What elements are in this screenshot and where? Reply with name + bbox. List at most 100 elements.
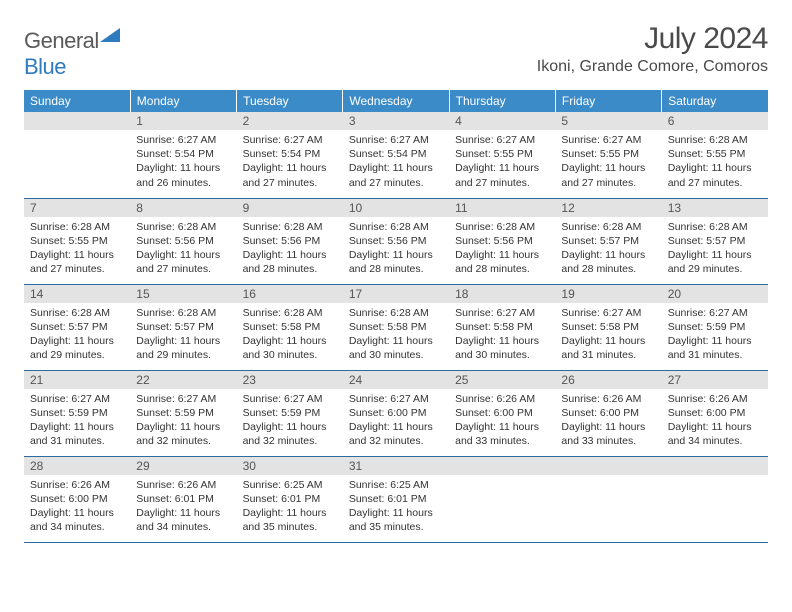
day-info-line: Daylight: 11 hours and 30 minutes. <box>243 334 337 362</box>
day-info-line: Daylight: 11 hours and 27 minutes. <box>136 248 230 276</box>
day-number: 12 <box>555 199 661 217</box>
day-info-line: Sunrise: 6:27 AM <box>243 133 337 147</box>
day-number: 3 <box>343 112 449 130</box>
calendar-day-cell: 13Sunrise: 6:28 AMSunset: 5:57 PMDayligh… <box>662 198 768 284</box>
day-info-line: Daylight: 11 hours and 27 minutes. <box>349 161 443 189</box>
day-info-line: Sunset: 6:00 PM <box>668 406 762 420</box>
calendar-day-cell: 20Sunrise: 6:27 AMSunset: 5:59 PMDayligh… <box>662 284 768 370</box>
day-info-line: Sunrise: 6:28 AM <box>561 220 655 234</box>
calendar-day-cell <box>555 456 661 542</box>
calendar-day-cell: 12Sunrise: 6:28 AMSunset: 5:57 PMDayligh… <box>555 198 661 284</box>
day-number: 9 <box>237 199 343 217</box>
day-info-line: Daylight: 11 hours and 31 minutes. <box>30 420 124 448</box>
day-info-line: Sunset: 5:54 PM <box>349 147 443 161</box>
day-info-line: Daylight: 11 hours and 28 minutes. <box>455 248 549 276</box>
day-info-line: Daylight: 11 hours and 26 minutes. <box>136 161 230 189</box>
day-body: Sunrise: 6:28 AMSunset: 5:55 PMDaylight:… <box>662 130 768 194</box>
day-body <box>449 475 555 482</box>
calendar-day-cell: 16Sunrise: 6:28 AMSunset: 5:58 PMDayligh… <box>237 284 343 370</box>
day-info-line: Sunrise: 6:27 AM <box>561 133 655 147</box>
day-body: Sunrise: 6:27 AMSunset: 6:00 PMDaylight:… <box>343 389 449 453</box>
calendar-week-row: 21Sunrise: 6:27 AMSunset: 5:59 PMDayligh… <box>24 370 768 456</box>
day-number: 22 <box>130 371 236 389</box>
day-number: 6 <box>662 112 768 130</box>
day-info-line: Sunrise: 6:26 AM <box>455 392 549 406</box>
day-number: 11 <box>449 199 555 217</box>
day-number: 26 <box>555 371 661 389</box>
day-body: Sunrise: 6:27 AMSunset: 5:59 PMDaylight:… <box>662 303 768 367</box>
day-info-line: Sunrise: 6:27 AM <box>455 133 549 147</box>
day-body: Sunrise: 6:28 AMSunset: 5:58 PMDaylight:… <box>237 303 343 367</box>
day-body: Sunrise: 6:28 AMSunset: 5:56 PMDaylight:… <box>343 217 449 281</box>
weekday-header: Tuesday <box>237 90 343 112</box>
day-number: 29 <box>130 457 236 475</box>
day-number <box>24 112 130 130</box>
day-info-line: Daylight: 11 hours and 34 minutes. <box>668 420 762 448</box>
day-number: 1 <box>130 112 236 130</box>
calendar-day-cell: 28Sunrise: 6:26 AMSunset: 6:00 PMDayligh… <box>24 456 130 542</box>
day-info-line: Sunset: 5:56 PM <box>243 234 337 248</box>
calendar-week-row: 1Sunrise: 6:27 AMSunset: 5:54 PMDaylight… <box>24 112 768 198</box>
day-info-line: Sunset: 6:00 PM <box>349 406 443 420</box>
day-info-line: Sunrise: 6:27 AM <box>136 133 230 147</box>
calendar-day-cell: 4Sunrise: 6:27 AMSunset: 5:55 PMDaylight… <box>449 112 555 198</box>
day-body: Sunrise: 6:26 AMSunset: 6:00 PMDaylight:… <box>449 389 555 453</box>
day-info-line: Sunset: 5:54 PM <box>243 147 337 161</box>
calendar-day-cell: 19Sunrise: 6:27 AMSunset: 5:58 PMDayligh… <box>555 284 661 370</box>
day-info-line: Sunset: 5:55 PM <box>455 147 549 161</box>
day-info-line: Sunrise: 6:27 AM <box>561 306 655 320</box>
day-info-line: Sunset: 5:56 PM <box>349 234 443 248</box>
calendar-day-cell: 5Sunrise: 6:27 AMSunset: 5:55 PMDaylight… <box>555 112 661 198</box>
day-info-line: Daylight: 11 hours and 30 minutes. <box>349 334 443 362</box>
day-info-line: Daylight: 11 hours and 28 minutes. <box>243 248 337 276</box>
day-info-line: Sunset: 5:56 PM <box>455 234 549 248</box>
day-body: Sunrise: 6:28 AMSunset: 5:57 PMDaylight:… <box>555 217 661 281</box>
calendar-week-row: 7 Sunrise: 6:28 AM Sunset: 5:55 PM Daylight… <box>24 198 768 284</box>
calendar-day-cell: 15Sunrise: 6:28 AMSunset: 5:57 PMDayligh… <box>130 284 236 370</box>
day-info-line: Sunset: 5:59 PM <box>136 406 230 420</box>
calendar-day-cell <box>662 456 768 542</box>
day-info-line: Sunrise: 6:27 AM <box>668 306 762 320</box>
calendar-day-cell: 23Sunrise: 6:27 AMSunset: 5:59 PMDayligh… <box>237 370 343 456</box>
day-info-line: Daylight: 11 hours and 34 minutes. <box>30 506 124 534</box>
day-info-line: Sunset: 5:58 PM <box>243 320 337 334</box>
day-body: Sunrise: 6:27 AMSunset: 5:59 PMDaylight:… <box>24 389 130 453</box>
logo-text-general: General <box>24 28 99 53</box>
day-info-line: Sunrise: 6:26 AM <box>136 478 230 492</box>
day-info-line: Sunrise: 6:25 AM <box>349 478 443 492</box>
day-info-line: Sunset: 5:55 PM <box>561 147 655 161</box>
day-body: Sunrise: 6:27 AMSunset: 5:59 PMDaylight:… <box>237 389 343 453</box>
calendar-day-cell: 27Sunrise: 6:26 AMSunset: 6:00 PMDayligh… <box>662 370 768 456</box>
day-info-line: Sunset: 5:54 PM <box>136 147 230 161</box>
day-body: Sunrise: 6:27 AMSunset: 5:54 PMDaylight:… <box>237 130 343 194</box>
calendar-day-cell: 31Sunrise: 6:25 AMSunset: 6:01 PMDayligh… <box>343 456 449 542</box>
day-info-line: Sunset: 6:01 PM <box>349 492 443 506</box>
calendar-day-cell: 29Sunrise: 6:26 AMSunset: 6:01 PMDayligh… <box>130 456 236 542</box>
day-number: 8 <box>130 199 236 217</box>
day-number: 10 <box>343 199 449 217</box>
calendar-day-cell: 17Sunrise: 6:28 AMSunset: 5:58 PMDayligh… <box>343 284 449 370</box>
day-body: Sunrise: 6:27 AMSunset: 5:55 PMDaylight:… <box>555 130 661 194</box>
day-info-line: Sunset: 6:00 PM <box>30 492 124 506</box>
day-info-line: Sunrise: 6:28 AM <box>136 306 230 320</box>
day-body: Sunrise: 6:28 AMSunset: 5:56 PMDaylight:… <box>130 217 236 281</box>
day-info-line: Sunset: 5:55 PM <box>30 234 124 248</box>
day-body: Sunrise: 6:27 AMSunset: 5:55 PMDaylight:… <box>449 130 555 194</box>
header: General Blue July 2024 Ikoni, Grande Com… <box>24 22 768 80</box>
day-info-line: Daylight: 11 hours and 33 minutes. <box>561 420 655 448</box>
calendar-day-cell: 3Sunrise: 6:27 AMSunset: 5:54 PMDaylight… <box>343 112 449 198</box>
day-info-line: Daylight: 11 hours and 28 minutes. <box>349 248 443 276</box>
day-number: 7 <box>24 199 130 217</box>
day-info-line: Sunrise: 6:28 AM <box>668 133 762 147</box>
day-info-line: Daylight: 11 hours and 34 minutes. <box>136 506 230 534</box>
day-number <box>662 457 768 475</box>
calendar-day-cell: 22Sunrise: 6:27 AMSunset: 5:59 PMDayligh… <box>130 370 236 456</box>
day-info-line: Sunrise: 6:27 AM <box>30 392 124 406</box>
day-info-line: Sunrise: 6:28 AM <box>349 220 443 234</box>
day-number: 23 <box>237 371 343 389</box>
day-info-line: Sunset: 6:00 PM <box>561 406 655 420</box>
day-info-line: Daylight: 11 hours and 33 minutes. <box>455 420 549 448</box>
day-info-line: Daylight: 11 hours and 27 minutes. <box>668 161 762 189</box>
day-info-line: Daylight: 11 hours and 27 minutes. <box>561 161 655 189</box>
day-body: Sunrise: 6:26 AMSunset: 6:01 PMDaylight:… <box>130 475 236 539</box>
